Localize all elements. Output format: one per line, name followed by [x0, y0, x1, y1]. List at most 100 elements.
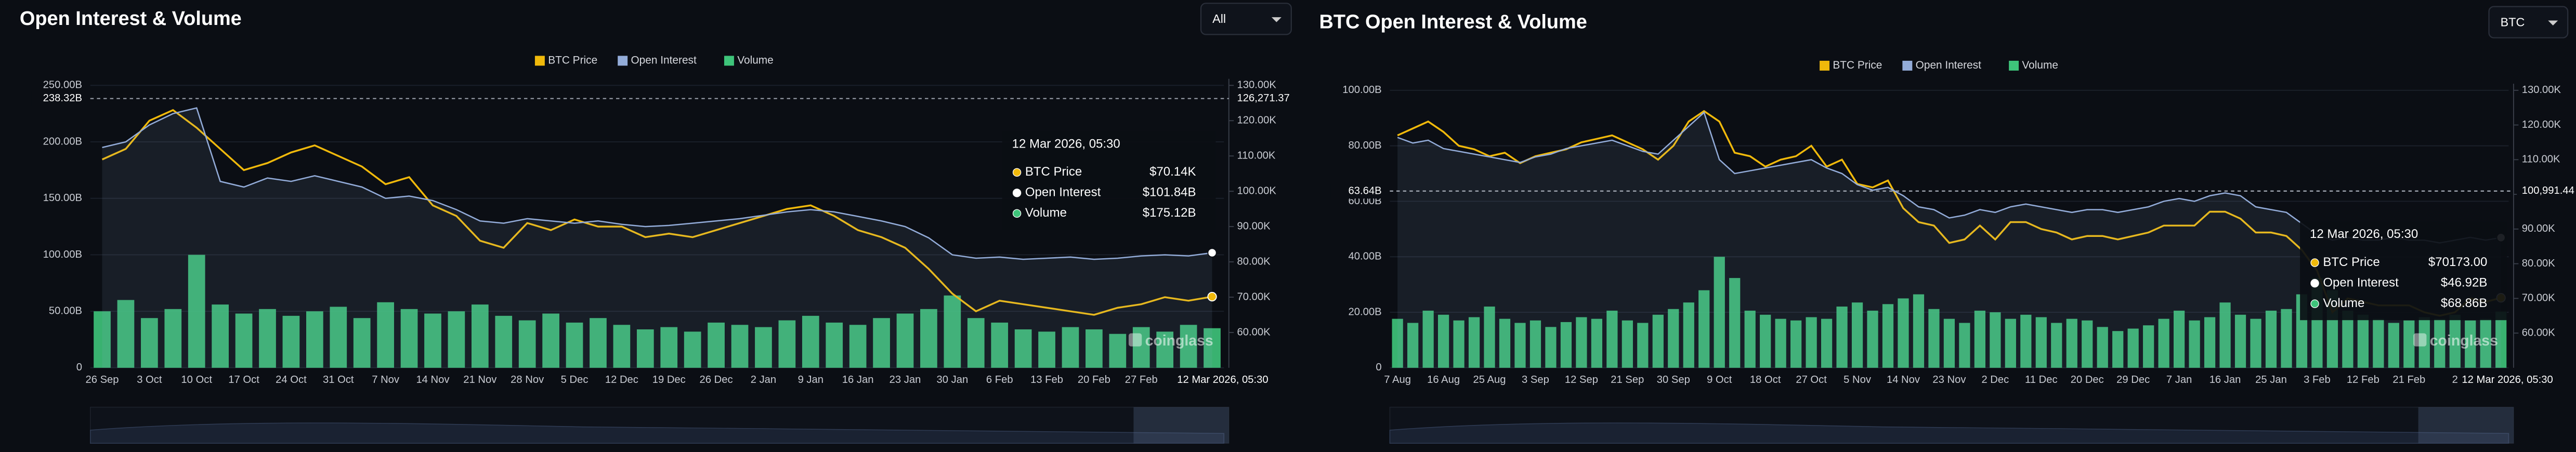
x-tick-label: 12 Mar 2026, 05:30	[2462, 374, 2553, 385]
legend-swatch[interactable]	[534, 56, 545, 66]
legend-label[interactable]: Open Interest	[1916, 59, 1982, 71]
chart-title: Open Interest & Volume	[20, 8, 242, 30]
volume-bar	[920, 309, 937, 368]
volume-bar	[1014, 329, 1032, 368]
volume-bar	[306, 311, 323, 368]
dropdown-caret	[2548, 20, 2558, 25]
x-tick-label: 6 Feb	[986, 374, 1013, 385]
volume-bar	[1790, 320, 1802, 368]
watermark: coinglass	[2430, 333, 2498, 349]
tooltip-name: Volume	[1025, 206, 1067, 220]
navigator-window[interactable]	[1133, 407, 1229, 444]
volume-bar	[2035, 317, 2047, 368]
volume-bar	[1913, 294, 1925, 368]
x-tick-label: 14 Nov	[416, 374, 450, 385]
y-tick-label: 200.00B	[43, 136, 82, 147]
volume-bar	[1560, 322, 1572, 368]
legend-swatch[interactable]	[1820, 60, 1830, 71]
volume-bar	[1867, 310, 1878, 368]
volume-bar	[330, 307, 347, 368]
volume-bar	[1622, 320, 1633, 368]
volume-bar	[2495, 311, 2507, 368]
volume-bar	[1698, 290, 1710, 368]
legend-swatch[interactable]	[724, 56, 734, 66]
legend-label[interactable]: Open Interest	[631, 54, 697, 66]
navigator-wave	[1389, 422, 2509, 444]
legend-label[interactable]: Volume	[737, 54, 774, 66]
x-tick-label: 3 Sep	[1522, 374, 1549, 385]
volume-bar	[448, 311, 465, 368]
x-tick-label: 17 Oct	[228, 374, 259, 385]
volume-bar	[2020, 314, 2032, 368]
x-tick-label: 10 Oct	[181, 374, 212, 385]
volume-bar	[2112, 331, 2124, 368]
y2-tick-label: 60.00K	[1237, 326, 1271, 338]
volume-bar	[164, 309, 182, 368]
tooltip-box	[1002, 131, 1216, 230]
y2-tick-label: 70.00K	[1237, 291, 1271, 302]
volume-bar	[2234, 314, 2246, 368]
volume-bar	[660, 327, 678, 368]
volume-bar	[1943, 318, 1955, 368]
volume-bar	[2434, 318, 2446, 368]
volume-bar	[967, 318, 985, 368]
legend-label[interactable]: Volume	[2022, 59, 2058, 71]
volume-bar	[235, 313, 253, 368]
legend-swatch[interactable]	[1902, 60, 1913, 71]
x-tick-label: 21 Feb	[2392, 374, 2425, 385]
tooltip-dot	[2310, 258, 2319, 267]
watermark-logo	[1128, 333, 1142, 347]
y2-tick-label: 130.00K	[1237, 79, 1277, 91]
navigator-window[interactable]	[2418, 407, 2514, 444]
volume-bar	[2097, 327, 2108, 368]
legend-label[interactable]: BTC Price	[548, 54, 597, 66]
volume-bar	[1974, 310, 1986, 368]
volume-bar	[2174, 310, 2185, 368]
y2-tick-label: 110.00K	[2522, 154, 2560, 165]
legend-swatch[interactable]	[2009, 60, 2019, 71]
volume-bar	[2051, 323, 2062, 368]
price-line	[101, 109, 1212, 316]
y-tick-label: 250.00B	[43, 79, 82, 91]
volume-bar	[755, 327, 772, 368]
volume-bar	[684, 331, 701, 368]
y-tick-label: 50.00B	[49, 305, 82, 317]
x-label-bg	[1174, 373, 1270, 388]
x-tick-label: 14 Nov	[1887, 374, 1920, 385]
x-tick-label: 7 Aug	[1384, 374, 1411, 385]
volume-bar	[1882, 304, 1894, 368]
x-tick-label: 28 Nov	[511, 374, 544, 385]
volume-bar	[1484, 307, 1495, 368]
price-dot	[1207, 291, 1217, 302]
volume-bar	[731, 325, 749, 368]
tooltip-dot	[1012, 209, 1022, 218]
volume-bar	[636, 329, 654, 368]
volume-bar	[212, 304, 229, 368]
dropdown-label: All	[1212, 12, 1226, 25]
volume-bar	[1407, 323, 1419, 368]
x-tick-label: 23 Nov	[1932, 374, 1966, 385]
volume-bar	[1499, 318, 1511, 368]
x-tick-label: 9 Oct	[1707, 374, 1732, 385]
legend-swatch[interactable]	[618, 56, 628, 66]
dropdown-label: BTC	[2501, 15, 2525, 29]
watermark-logo	[2413, 333, 2427, 347]
volume-bar	[1514, 323, 1526, 368]
tooltip-value: $175.12B	[1143, 206, 1196, 220]
dropdown[interactable]	[2488, 6, 2569, 38]
tooltip-value: $70.14K	[1149, 165, 1196, 179]
x-tick-label: 16 Jan	[2209, 374, 2241, 385]
tooltip-dot	[2310, 299, 2319, 308]
dropdown[interactable]	[1200, 3, 1292, 35]
y-tick-label: 150.00B	[43, 192, 82, 204]
y-tick-label: 0	[1376, 362, 1381, 373]
y-tick-label: 20.00B	[1349, 306, 1382, 317]
volume-bar	[1038, 331, 1055, 368]
volume-bar	[2158, 318, 2169, 368]
tooltip-name: Volume	[2323, 296, 2364, 310]
volume-bar	[1851, 302, 1863, 368]
tooltip-title: 12 Mar 2026, 05:30	[2310, 227, 2418, 241]
tooltip-name: BTC Price	[2323, 255, 2379, 269]
legend-label[interactable]: BTC Price	[1833, 59, 1882, 71]
